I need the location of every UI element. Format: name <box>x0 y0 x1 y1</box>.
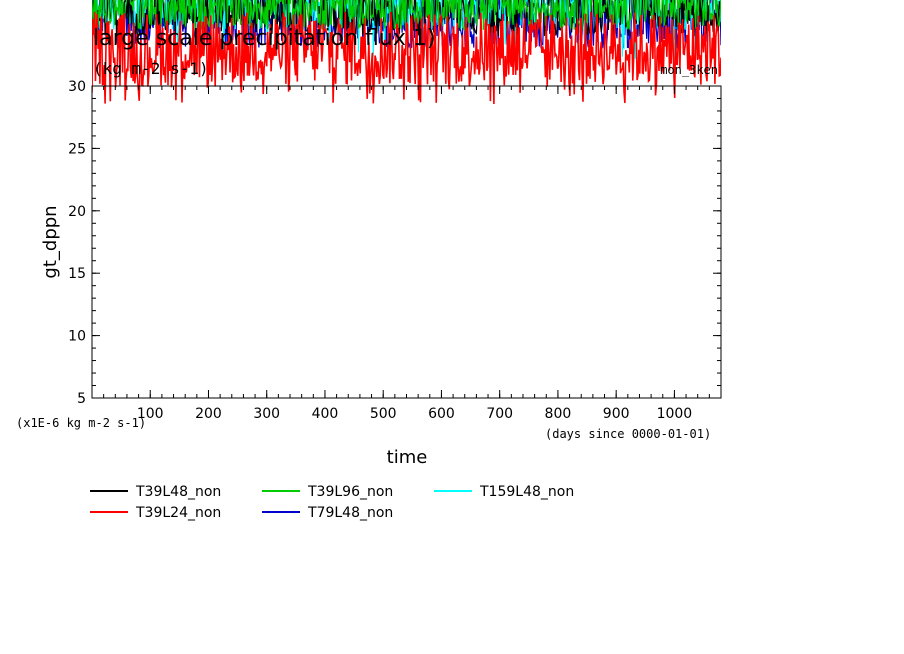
y-axis-units: (x1E-6 kg m-2 s-1) <box>16 416 146 430</box>
chart-title: large scale precipitation flux 1) <box>93 26 435 51</box>
x-tick-label: 500 <box>370 406 397 422</box>
x-tick-label: 700 <box>486 406 513 422</box>
x-tick-label: 800 <box>545 406 572 422</box>
y-tick-label: 30 <box>68 79 86 95</box>
plot-area <box>91 85 722 399</box>
series-layer <box>92 0 721 104</box>
x-tick-label: 600 <box>428 406 455 422</box>
legend-label-T39L48_non: T39L48_non <box>135 484 221 500</box>
ticks-layer: 100 200 300 400 500 600 700 800 900 1000 5 10 15 20 25… <box>68 79 722 422</box>
x-tick-label: 300 <box>253 406 280 422</box>
legend-label-T79L48_non: T79L48_non <box>307 505 393 521</box>
y-axis-label: gt_dppn <box>40 205 61 278</box>
y-tick-label: 10 <box>68 329 86 345</box>
legend-label-T39L24_non: T39L24_non <box>135 505 221 521</box>
x-axis-units: (days since 0000-01-01) <box>545 427 711 441</box>
x-axis-label: time <box>387 447 428 468</box>
legend-label-T39L96_non: T39L96_non <box>307 484 393 500</box>
x-tick-label: 1000 <box>657 406 693 422</box>
chart-units: (kg m-2 s-1) <box>93 59 209 78</box>
legend-label-T159L48_non: T159L48_non <box>479 484 574 500</box>
series-line-T39L24_non <box>92 11 721 104</box>
y-tick-label: 25 <box>68 141 86 157</box>
y-tick-label: 20 <box>68 204 86 220</box>
y-tick-label: 15 <box>68 266 86 282</box>
series-line-T39L96_non <box>92 0 721 32</box>
x-tick-label: 100 <box>137 406 164 422</box>
x-tick-label: 400 <box>312 406 339 422</box>
chart-tag: mon_3ken <box>660 63 718 77</box>
legend: T39L48_non T39L24_non T39L96_non T79L48_non… <box>90 484 574 521</box>
x-tick-label: 200 <box>195 406 222 422</box>
x-tick-label: 900 <box>603 406 630 422</box>
y-tick-label: 5 <box>77 391 86 407</box>
